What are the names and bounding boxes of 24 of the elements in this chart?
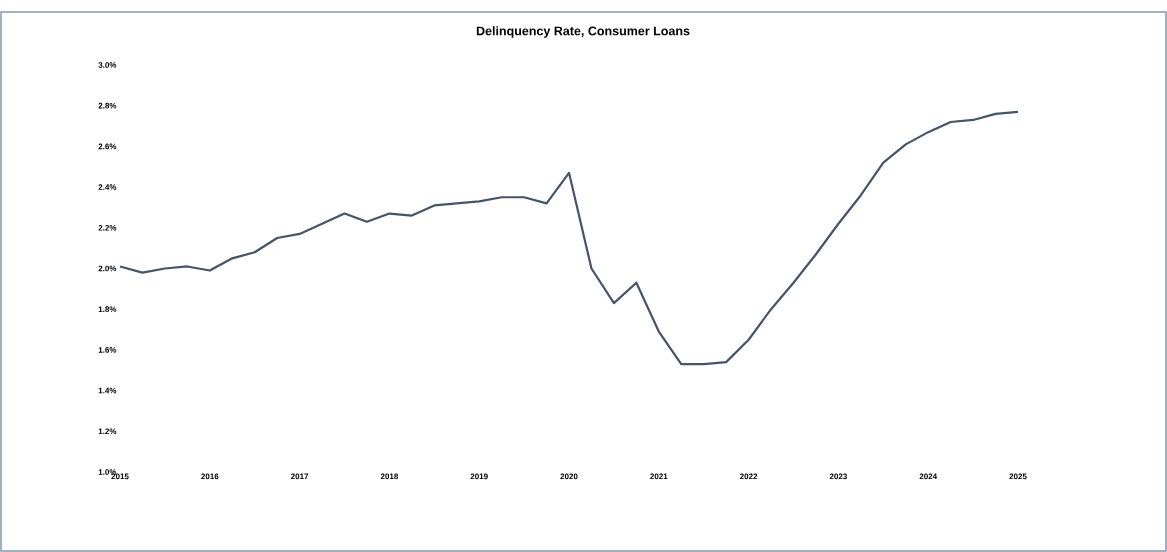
line-series: [118, 110, 1020, 366]
x-tick-label: 2020: [560, 473, 578, 480]
y-tick-label: 1.0%: [98, 469, 117, 475]
x-tick-label: 2024: [919, 473, 938, 480]
y-tick-label: 2.6%: [98, 143, 117, 150]
x-tick-label: 2018: [380, 473, 399, 480]
y-tick-label: 2.2%: [98, 224, 117, 231]
chart-title: Delinquency Rate, Consumer Loans: [476, 26, 690, 38]
y-tick-label: 3.0%: [98, 62, 117, 68]
y-tick-label: 1.2%: [98, 428, 117, 435]
y-tick-label: 1.6%: [98, 347, 117, 353]
y-tick-label: 2.0%: [98, 265, 117, 272]
x-tick-label: 2015: [111, 473, 129, 480]
x-tick-label: 2019: [470, 473, 488, 480]
x-tick-label: 2023: [829, 473, 848, 480]
y-tick-label: 2.4%: [98, 184, 117, 190]
y-tick-label: 1.8%: [98, 306, 117, 313]
y-tick-label: 1.4%: [98, 387, 117, 394]
x-tick-label: 2016: [201, 473, 219, 480]
x-tick-label: 2021: [650, 473, 668, 480]
x-tick-label: 2017: [290, 473, 309, 480]
x-tick-label: 2022: [739, 473, 758, 480]
x-tick-label: 2025: [1009, 473, 1027, 480]
y-tick-label: 2.8%: [98, 102, 117, 109]
